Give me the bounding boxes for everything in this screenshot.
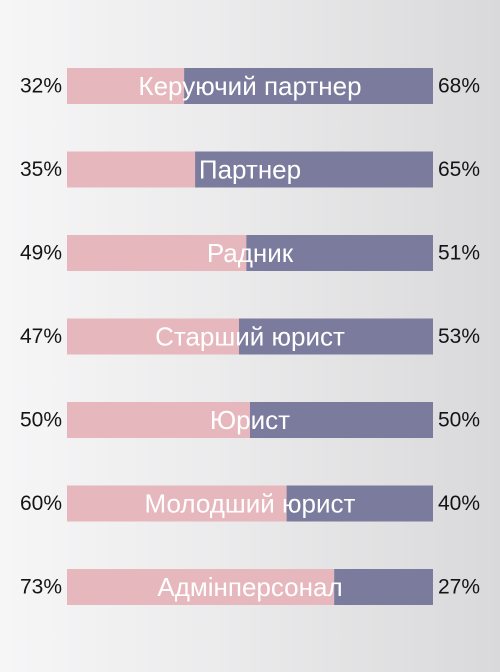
category-label: Партнер xyxy=(199,155,301,185)
right-percent-label: 51% xyxy=(438,242,480,265)
bar-segment-right xyxy=(250,402,433,438)
bar-segment-left xyxy=(67,235,247,271)
left-percent-label: 32% xyxy=(20,75,62,98)
right-percent-label: 53% xyxy=(438,325,480,348)
bar-segment-left xyxy=(67,151,196,188)
bar-segment-left xyxy=(67,68,185,104)
bar-segment-left xyxy=(67,402,250,438)
category-label: Юрист xyxy=(210,405,290,435)
left-percent-label: 73% xyxy=(20,576,62,599)
bar-segment-left xyxy=(67,318,240,355)
left-percent-label: 60% xyxy=(20,492,62,515)
category-label: Радник xyxy=(207,238,294,268)
bar-segment-right xyxy=(195,151,433,188)
right-percent-label: 68% xyxy=(438,75,480,98)
bar-segment-left xyxy=(67,485,287,522)
bar-segment-right xyxy=(334,569,433,605)
bar-segment-right xyxy=(184,68,433,104)
left-percent-label: 47% xyxy=(20,325,62,348)
right-percent-label: 27% xyxy=(438,576,480,599)
right-percent-label: 50% xyxy=(438,409,480,432)
category-label: Керуючий партнер xyxy=(138,71,361,101)
left-percent-label: 50% xyxy=(20,409,62,432)
right-percent-label: 65% xyxy=(438,158,480,181)
bar-segment-left xyxy=(67,569,335,605)
left-percent-label: 49% xyxy=(20,242,62,265)
bar-segment-right xyxy=(286,485,433,522)
category-label: Старший юрист xyxy=(155,322,345,352)
bar-segment-right xyxy=(239,318,433,355)
left-percent-label: 35% xyxy=(20,158,62,181)
category-label: Адмінперсонал xyxy=(157,572,342,602)
bar-segment-right xyxy=(246,235,433,271)
right-percent-label: 40% xyxy=(438,492,480,515)
category-label: Молодший юрист xyxy=(145,489,356,519)
